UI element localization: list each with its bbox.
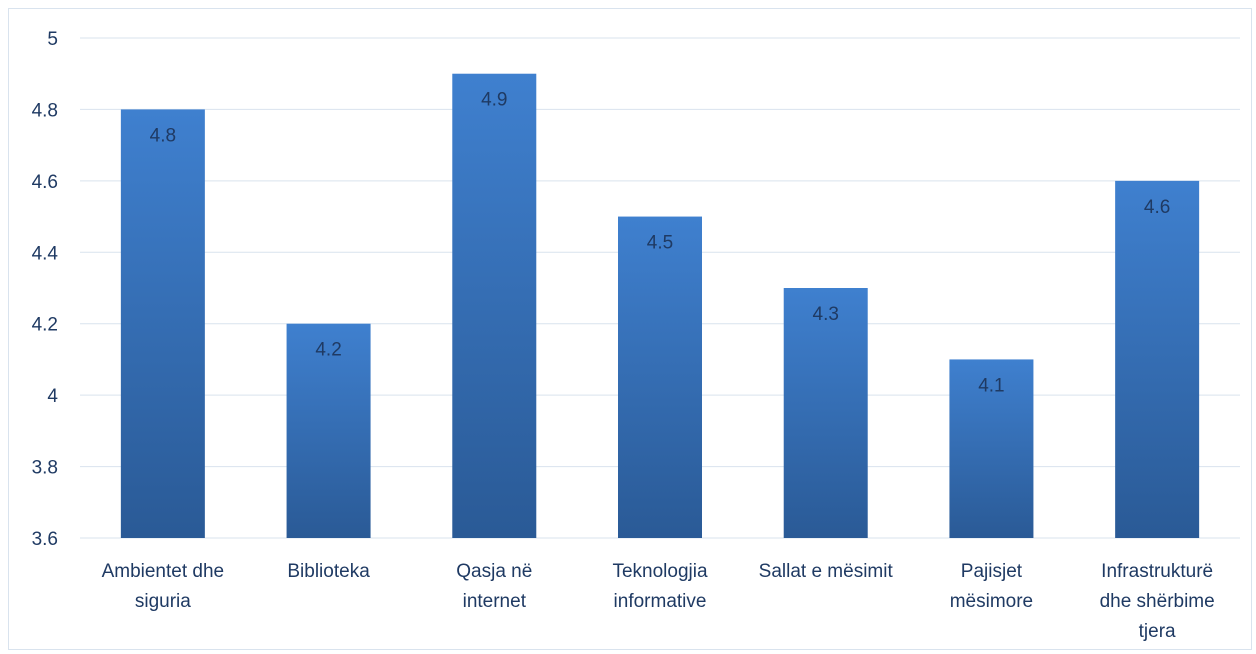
y-tick-label: 4.4 xyxy=(32,243,59,264)
bar xyxy=(286,323,371,538)
x-category-label: Biblioteka xyxy=(287,561,370,582)
x-category-label-line: informative xyxy=(614,591,707,612)
data-label: 4.6 xyxy=(1144,197,1170,218)
y-tick-label: 5 xyxy=(47,29,58,50)
y-tick-label: 4.6 xyxy=(32,172,58,193)
y-tick-label: 3.6 xyxy=(32,529,58,550)
bar xyxy=(618,216,702,539)
data-label: 4.3 xyxy=(813,304,839,325)
y-tick-label: 3.8 xyxy=(32,458,58,479)
bars: 4.8 4.2 4.9 4.5 4.3 4.1 4.6 xyxy=(120,73,1200,539)
x-axis-labels: Ambientet dhe siguria Biblioteka Qasja në in… xyxy=(102,561,1215,642)
x-category-label: Qasja në internet xyxy=(456,561,532,612)
x-category-label-line: tjera xyxy=(1139,621,1176,642)
x-category-label-line: mësimore xyxy=(950,591,1033,612)
y-tick-label: 4 xyxy=(47,386,58,407)
x-category-label-line: dhe shërbime xyxy=(1100,591,1215,612)
data-label: 4.9 xyxy=(481,90,507,111)
bar xyxy=(949,359,1034,538)
x-category-label-line: Biblioteka xyxy=(287,561,370,582)
x-category-label-line: siguria xyxy=(135,591,191,612)
data-label: 4.2 xyxy=(315,340,341,361)
x-category-label: Teknologjia informative xyxy=(612,561,707,612)
x-category-label: Sallat e mësimit xyxy=(759,561,894,582)
x-category-label-line: Pajisjet xyxy=(961,561,1023,582)
x-category-label-line: Ambientet dhe xyxy=(102,561,225,582)
bar xyxy=(783,288,868,538)
x-category-label: Infrastrukturë dhe shërbime tjera xyxy=(1100,561,1215,642)
data-label: 4.1 xyxy=(978,375,1004,396)
x-category-label-line: internet xyxy=(463,591,527,612)
bar xyxy=(1115,180,1200,538)
x-category-label-line: Infrastrukturë xyxy=(1101,561,1213,582)
y-tick-label: 4.2 xyxy=(32,315,58,336)
data-label: 4.5 xyxy=(647,233,673,254)
x-category-label-line: Teknologjia xyxy=(612,561,707,582)
x-category-label: Pajisjet mësimore xyxy=(950,561,1033,612)
bar xyxy=(452,73,537,538)
y-tick-label: 4.8 xyxy=(32,100,58,121)
bar xyxy=(120,109,205,538)
x-category-label: Ambientet dhe siguria xyxy=(102,561,225,612)
y-axis-ticks: 3.6 3.8 4 4.2 4.4 4.6 4.8 5 xyxy=(32,29,59,550)
x-category-label-line: Sallat e mësimit xyxy=(759,561,894,582)
x-category-label-line: Qasja në xyxy=(456,561,532,582)
data-label: 4.8 xyxy=(150,125,176,146)
